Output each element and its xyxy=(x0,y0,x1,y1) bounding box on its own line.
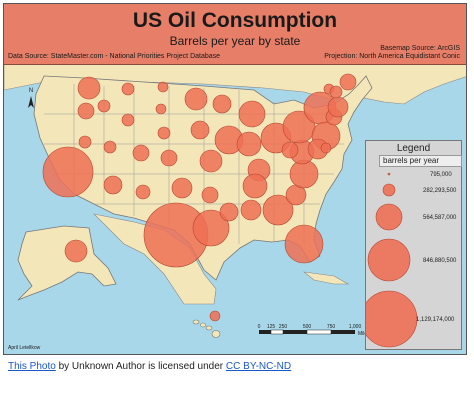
bubble-oklahoma xyxy=(171,177,193,199)
bubble-wyoming xyxy=(121,113,135,127)
photo-link[interactable]: This Photo xyxy=(8,361,56,372)
bubble-delaware xyxy=(320,142,332,154)
cuba-island xyxy=(302,271,350,285)
legend-label-2: 282,293,500 xyxy=(423,188,457,194)
bubble-arizona xyxy=(103,175,123,195)
legend-title: Legend xyxy=(396,143,431,154)
bubble-california xyxy=(42,146,94,198)
bubble-south-dakota xyxy=(155,103,167,115)
bubble-west-virginia xyxy=(281,141,299,159)
scale-tick: 125 xyxy=(267,324,276,330)
title-banner: US Oil Consumption Barrels per year by s… xyxy=(4,4,466,65)
legend-label-5: 1,129,174,000 xyxy=(416,317,455,323)
bubble-montana xyxy=(121,82,135,96)
scale-tick: 250 xyxy=(279,324,288,330)
bubble-new-mexico xyxy=(135,184,151,200)
map-canvas: N xyxy=(4,63,466,338)
bubble-minnesota xyxy=(184,87,208,111)
scale-bar: 0 125 250 500 750 1,000 Miles xyxy=(258,324,371,337)
legend-symbol-5 xyxy=(366,290,418,348)
bubble-indiana xyxy=(236,131,262,157)
bubble-kansas xyxy=(160,149,178,167)
legend-panel: Legend barrels per year 795,000 282,293,… xyxy=(365,140,462,350)
legend-symbol-2 xyxy=(382,183,396,197)
bubble-new-hampshire xyxy=(329,85,343,99)
bubble-georgia xyxy=(262,194,294,226)
bubble-louisiana xyxy=(192,209,230,247)
bubble-wisconsin xyxy=(212,94,232,114)
legend-label-1: 795,000 xyxy=(430,172,452,178)
legend-symbol-4 xyxy=(367,238,411,282)
bubble-arkansas xyxy=(201,186,219,204)
bubble-oregon xyxy=(77,102,95,120)
map-frame: N xyxy=(3,3,467,355)
bubble-north-dakota xyxy=(157,81,169,93)
scale-tick: 750 xyxy=(327,324,336,330)
scale-tick: 0 xyxy=(258,324,261,330)
legend-subtitle: barrels per year xyxy=(379,155,462,167)
bubble-tennessee xyxy=(242,173,268,199)
bubble-massachusetts xyxy=(327,96,349,118)
north-label: N xyxy=(29,88,33,94)
map-title: US Oil Consumption xyxy=(132,9,338,32)
alaska-landmass xyxy=(17,225,117,301)
north-arrow: N xyxy=(28,88,34,108)
bubble-utah xyxy=(103,140,117,154)
map-subtitle: Barrels per year by state xyxy=(169,34,301,48)
bubble-hawaii xyxy=(209,310,221,322)
legend-label-4: 846,880,500 xyxy=(423,258,457,264)
projection-credit: Projection: North America Equidistant Co… xyxy=(324,53,460,60)
bubble-alabama xyxy=(240,199,262,221)
hawaii-islands xyxy=(192,319,221,338)
legend-label-3: 564,587,000 xyxy=(423,215,457,221)
bubble-iowa xyxy=(190,120,210,140)
scale-unit: Miles xyxy=(358,331,370,337)
bubble-idaho xyxy=(97,99,111,113)
bubble-nevada xyxy=(78,135,92,149)
bubble-maine xyxy=(339,73,357,91)
bubble-mississippi xyxy=(219,202,239,222)
attribution-line: This Photo by Unknown Author is licensed… xyxy=(8,361,291,372)
license-link[interactable]: CC BY-NC-ND xyxy=(225,361,292,372)
scale-tick: 500 xyxy=(303,324,312,330)
legend-symbols: 795,000 282,293,500 564,587,000 846,880,… xyxy=(366,172,457,348)
bubble-florida xyxy=(284,224,324,264)
map-author: April Letellkow xyxy=(8,345,41,351)
bubble-colorado xyxy=(132,144,150,162)
bubble-nebraska xyxy=(157,126,171,140)
bubble-missouri xyxy=(199,149,223,173)
data-source-credit: Data Source: StateMaster.com - National … xyxy=(8,53,221,60)
bubble-north-carolina xyxy=(289,159,319,189)
basemap-source-credit: Basemap Source: ArcGIS xyxy=(380,45,460,52)
consumption-bubbles xyxy=(42,73,357,322)
scale-tick: 1,000 xyxy=(349,324,362,330)
legend-symbol-1 xyxy=(387,172,391,176)
bubble-alaska xyxy=(64,239,88,263)
attribution-text: by Unknown Author is licensed under xyxy=(55,361,226,372)
legend-symbol-3 xyxy=(375,203,403,231)
bubble-washington xyxy=(77,76,101,100)
bubble-michigan xyxy=(238,100,266,128)
